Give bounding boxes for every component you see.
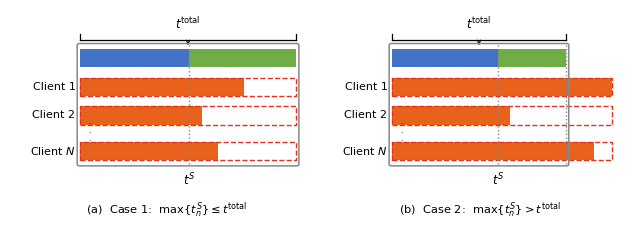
Text: $t^S$: $t^S$ (183, 172, 195, 188)
Text: Client 1: Client 1 (344, 82, 387, 92)
Text: Client 2: Client 2 (344, 110, 387, 120)
Bar (80, 142, 296, 160)
Text: Client 1: Client 1 (33, 82, 76, 92)
Bar (498, 49, 566, 68)
Bar (80, 106, 202, 125)
Text: ·
·
·: · · · (88, 120, 91, 146)
Text: $t^S$: $t^S$ (492, 172, 504, 188)
Text: Client 2: Client 2 (33, 110, 76, 120)
Bar (80, 78, 244, 96)
Text: $t^\mathrm{total}$: $t^\mathrm{total}$ (466, 16, 492, 32)
Bar (392, 49, 498, 68)
Bar (80, 142, 218, 160)
Bar (189, 49, 296, 68)
Bar (80, 106, 296, 125)
Text: $t^\mathrm{total}$: $t^\mathrm{total}$ (175, 16, 201, 32)
Bar (392, 142, 593, 160)
Bar (392, 78, 612, 96)
Text: Client $N$: Client $N$ (29, 145, 76, 157)
Bar (80, 78, 296, 96)
Text: (b)  Case 2:  $\max\{t_n^S\} > t^\mathrm{total}$: (b) Case 2: $\max\{t_n^S\} > t^\mathrm{t… (399, 201, 561, 220)
Bar (80, 49, 189, 68)
Bar (392, 106, 612, 125)
Bar (392, 78, 612, 96)
Text: (a)  Case 1:  $\max\{t_n^S\} \leq t^\mathrm{total}$: (a) Case 1: $\max\{t_n^S\} \leq t^\mathr… (86, 201, 247, 220)
Bar (392, 142, 612, 160)
Text: Client $N$: Client $N$ (342, 145, 387, 157)
Bar (392, 106, 511, 125)
Text: ·
·
·: · · · (400, 120, 403, 146)
